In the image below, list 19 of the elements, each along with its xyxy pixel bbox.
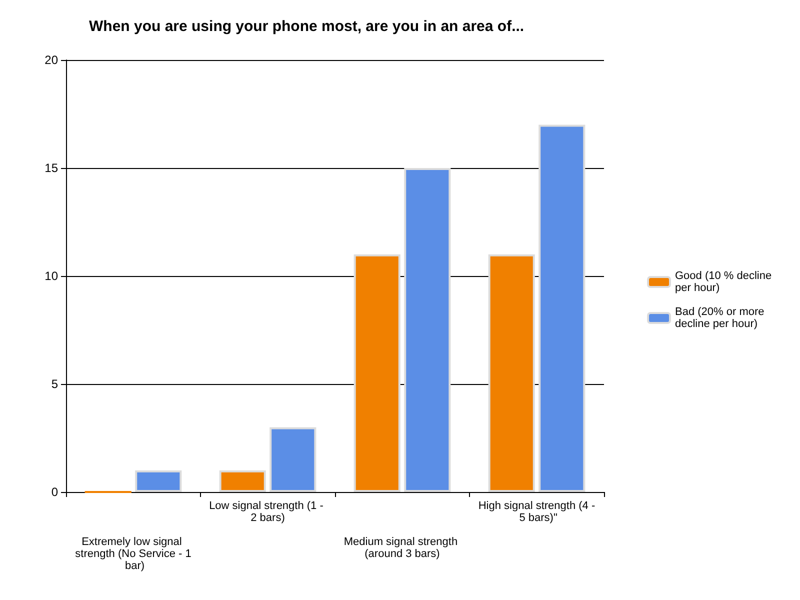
bar (538, 124, 586, 492)
bar (404, 168, 451, 492)
x-tick-label: Extremely low signal strength (No Service - 1 bar) (75, 536, 192, 572)
chart-title: When you are using your phone most, are you in an area of... (89, 18, 524, 35)
bar (135, 470, 182, 492)
x-tick-label: Low signal strength (1 - 2 bars) (209, 500, 326, 524)
bar (488, 254, 535, 492)
y-tick-label: 10 (44, 269, 58, 283)
y-tick-label: 0 (51, 485, 58, 499)
y-tick-label: 5 (51, 377, 58, 391)
x-tick-label: Medium signal strength (around 3 bars) (344, 536, 461, 560)
legend-label: Good (10 % decline per hour) (675, 270, 775, 294)
y-tick-label: 20 (44, 53, 58, 67)
legend-label: Bad (20% or more decline per hour) (675, 306, 768, 330)
y-tick-label: 15 (44, 161, 58, 175)
x-tick-label: High signal strength (4 - 5 bars)" (478, 500, 596, 524)
bar (354, 254, 400, 492)
bar (219, 470, 266, 492)
bar (270, 427, 316, 492)
